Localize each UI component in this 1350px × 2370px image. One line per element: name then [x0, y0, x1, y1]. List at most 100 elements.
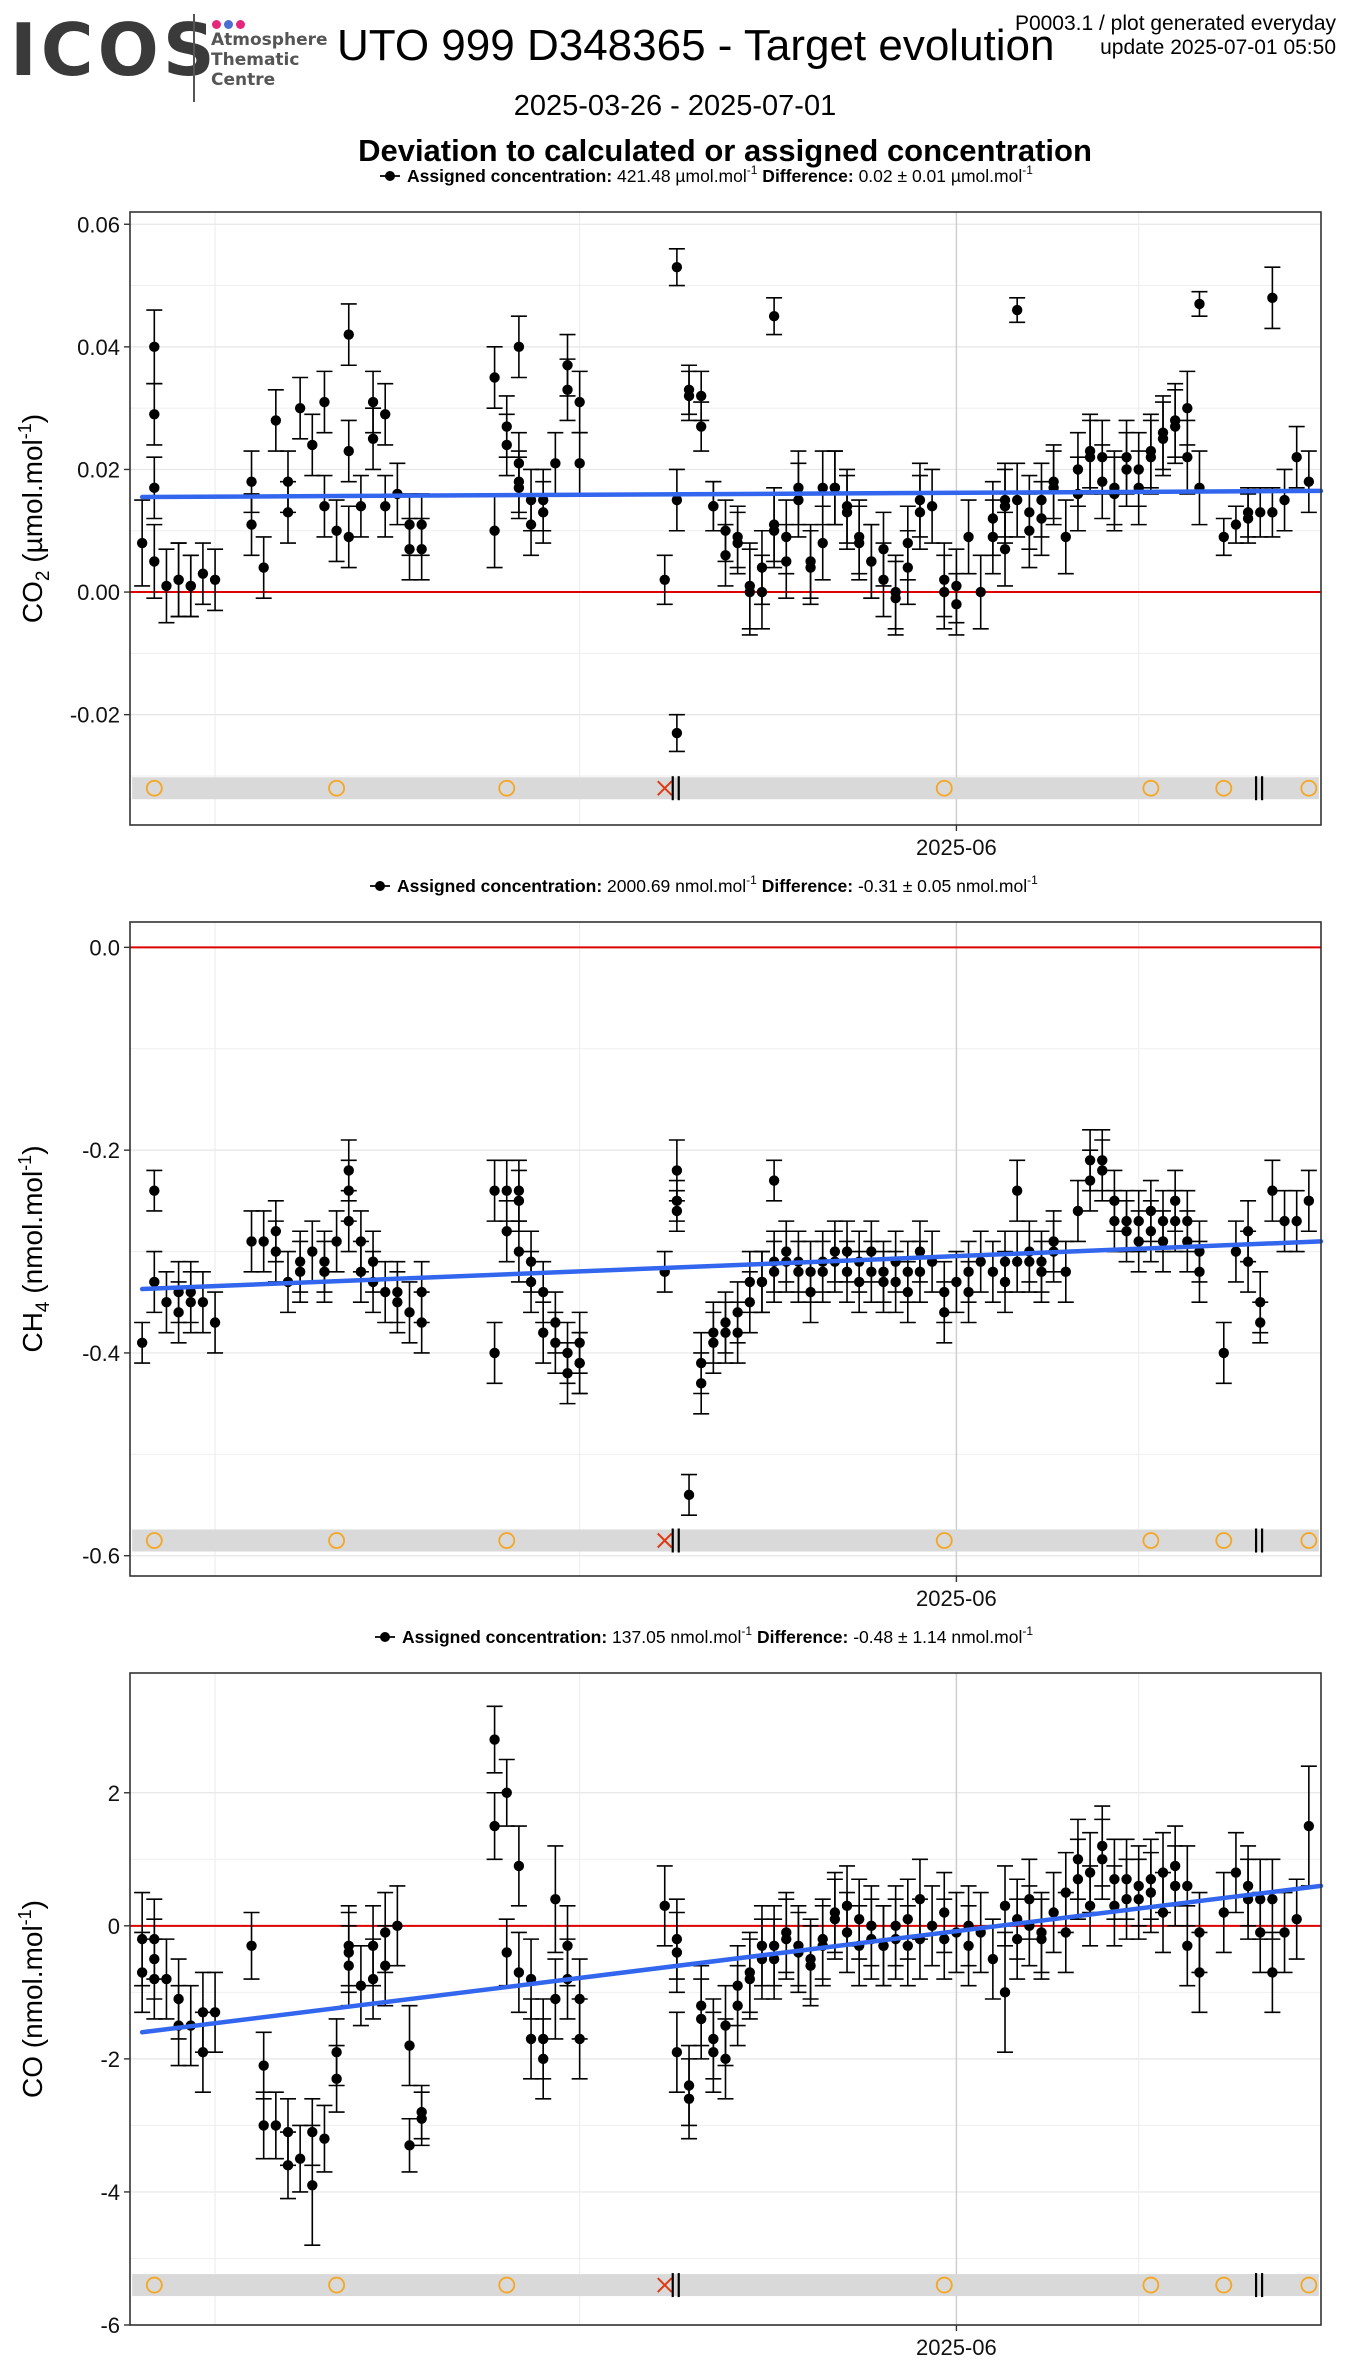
legend-difference-label: Difference:: [757, 876, 858, 896]
legend-assigned-label: Assigned concentration:: [407, 166, 617, 186]
data-point: [1194, 298, 1205, 310]
data-point: [671, 494, 683, 506]
data-point: [781, 531, 792, 543]
data-point: [1230, 1867, 1242, 1878]
data-point: [136, 1967, 148, 1978]
data-point: [1182, 1215, 1193, 1227]
data-point: [1157, 433, 1169, 445]
data-point: [805, 556, 816, 567]
y-tick-label: 0.0: [89, 935, 120, 960]
data-point: [380, 501, 391, 512]
data-point: [367, 1973, 379, 1985]
data-point: [1024, 525, 1035, 536]
y-axis-title-close: ): [17, 414, 48, 423]
data-point: [720, 525, 731, 536]
data-point: [1242, 513, 1254, 524]
data-point: [999, 1256, 1011, 1267]
y-axis-title-main: CO: [17, 2056, 48, 2098]
x-tick-label: 2025-06: [916, 1586, 997, 1611]
y-axis-title-close: ): [17, 1900, 48, 1909]
data-point: [914, 1894, 926, 1905]
data-point: [416, 519, 427, 530]
legend-difference-superscript: -1: [1022, 163, 1033, 177]
data-point: [963, 1940, 974, 1951]
data-point: [695, 421, 707, 432]
data-point: [1109, 1874, 1120, 1885]
data-point: [197, 568, 209, 579]
data-point: [1011, 1933, 1023, 1945]
event-circle-marker: [498, 2276, 516, 2294]
data-point: [246, 519, 257, 530]
data-point: [258, 562, 269, 573]
event-band: [132, 1529, 1319, 1552]
data-point: [1291, 1215, 1302, 1227]
data-point: [513, 1967, 525, 1978]
data-point: [513, 341, 525, 353]
data-point: [319, 1266, 330, 1278]
data-point: [149, 1953, 160, 1965]
data-point: [708, 501, 719, 512]
data-point: [258, 1236, 269, 1247]
legend-assigned-value: 421.48 µmol.mol: [617, 166, 747, 186]
data-point: [975, 1256, 986, 1267]
data-point: [404, 2140, 415, 2151]
data-point: [246, 476, 257, 487]
event-circle-marker: [1300, 779, 1318, 797]
data-point: [805, 1960, 816, 1971]
y-axis-title-subscript: 2: [33, 571, 54, 582]
data-point: [1072, 1874, 1084, 1885]
data-point: [258, 2120, 269, 2131]
data-point: [367, 1940, 379, 1951]
data-point: [343, 1940, 354, 1951]
data-point: [914, 1266, 926, 1278]
y-tick-label: -0.4: [82, 1341, 120, 1366]
data-point: [708, 2033, 719, 2045]
data-point: [890, 1920, 901, 1932]
data-point: [331, 2073, 342, 2085]
data-point: [282, 2126, 294, 2138]
data-point: [1182, 1880, 1193, 1892]
data-point: [1145, 1874, 1157, 1885]
data-point: [355, 1980, 367, 1991]
data-point: [173, 1307, 184, 1318]
data-point: [282, 507, 294, 518]
data-point: [404, 2040, 415, 2051]
data-point: [1182, 1236, 1193, 1247]
data-point: [562, 1368, 573, 1379]
logo-line-2: Thematic: [211, 50, 300, 70]
data-point: [695, 2013, 707, 2025]
data-point: [513, 1860, 525, 1872]
y-axis-title-main: CO: [17, 581, 48, 623]
event-circle-marker: [1300, 2276, 1318, 2294]
plot-info-line-1: P0003.1 / plot generated everyday: [1014, 12, 1336, 35]
data-point: [270, 415, 282, 426]
data-point: [939, 574, 950, 585]
data-point: [355, 501, 367, 512]
data-point: [951, 599, 962, 610]
legend-difference-value: 0.02 ± 0.01 µmol.mol: [859, 166, 1023, 186]
data-point: [550, 1894, 561, 1905]
data-point: [489, 525, 500, 536]
y-tick-label: -6: [100, 2313, 120, 2338]
event-circle-marker: [328, 2276, 346, 2294]
data-point: [659, 574, 670, 585]
data-point: [1255, 1927, 1266, 1938]
data-point: [416, 543, 427, 555]
y-tick-label: -0.2: [82, 1138, 120, 1163]
y-tick-label: -0.02: [70, 703, 120, 728]
logo-dot-2: [224, 20, 233, 29]
data-point: [1157, 1236, 1169, 1247]
legend: Assigned concentration: 2000.69 nmol.mol…: [370, 873, 1038, 896]
data-point: [1194, 1246, 1205, 1257]
date-range: 2025-03-26 - 2025-07-01: [513, 90, 837, 122]
data-point: [902, 562, 913, 573]
data-point: [963, 1266, 974, 1278]
data-point: [270, 2120, 282, 2131]
data-point: [380, 1960, 391, 1971]
data-point: [489, 372, 500, 383]
data-point: [841, 1900, 853, 1912]
data-point: [914, 494, 926, 506]
data-point: [1218, 1347, 1229, 1359]
